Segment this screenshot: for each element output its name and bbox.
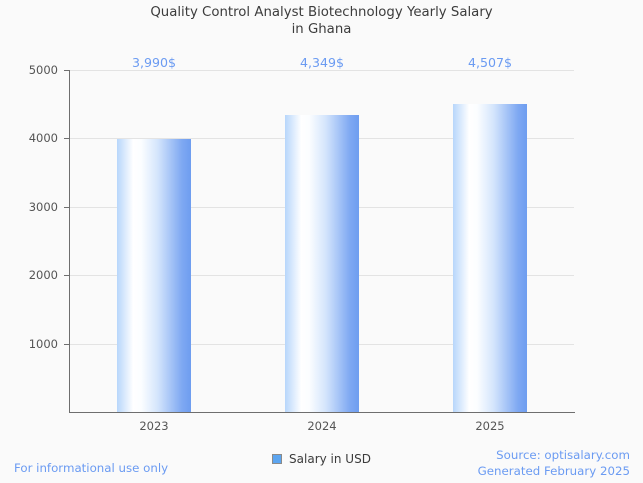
generated-text: Generated February 2025 bbox=[477, 464, 630, 478]
y-tick-label: 3000 bbox=[28, 199, 58, 214]
legend-swatch-icon bbox=[272, 454, 283, 464]
source-block: Source: optisalary.com Generated Februar… bbox=[478, 447, 630, 479]
bar-value-label: 3,990$ bbox=[131, 55, 177, 70]
x-axis-line bbox=[69, 412, 575, 413]
chart-title: Quality Control Analyst Biotechnology Ye… bbox=[150, 5, 493, 37]
disclaimer-text: For informational use only bbox=[14, 461, 169, 475]
legend-item-label: Salary in USD bbox=[289, 452, 371, 466]
y-tick-label: 5000 bbox=[28, 63, 58, 77]
x-tick-label: 2024 bbox=[307, 419, 337, 433]
y-tick-mark bbox=[64, 275, 70, 277]
y-tick-label: 1000 bbox=[28, 336, 58, 351]
bar-2024[interactable] bbox=[285, 114, 359, 412]
bar-value-label: 4,349$ bbox=[299, 55, 345, 70]
source-text: Source: optisalary.com bbox=[496, 448, 630, 462]
y-tick-mark bbox=[64, 343, 70, 345]
x-tick-label: 2023 bbox=[139, 419, 169, 433]
y-axis-line bbox=[69, 70, 70, 413]
y-tick-mark bbox=[64, 70, 70, 71]
plot-area bbox=[70, 70, 574, 412]
bar-value-label: 4,507$ bbox=[467, 55, 513, 70]
y-tick-label: 4000 bbox=[28, 131, 58, 146]
y-tick-label: 2000 bbox=[28, 268, 58, 283]
x-tick-label: 2025 bbox=[475, 419, 505, 433]
y-tick-mark bbox=[64, 206, 70, 208]
bar-2025[interactable] bbox=[453, 103, 527, 412]
gridline bbox=[70, 70, 574, 71]
bar-2023[interactable] bbox=[117, 139, 191, 412]
y-tick-mark bbox=[64, 138, 70, 140]
chart-legend[interactable]: Salary in USD bbox=[0, 452, 643, 466]
